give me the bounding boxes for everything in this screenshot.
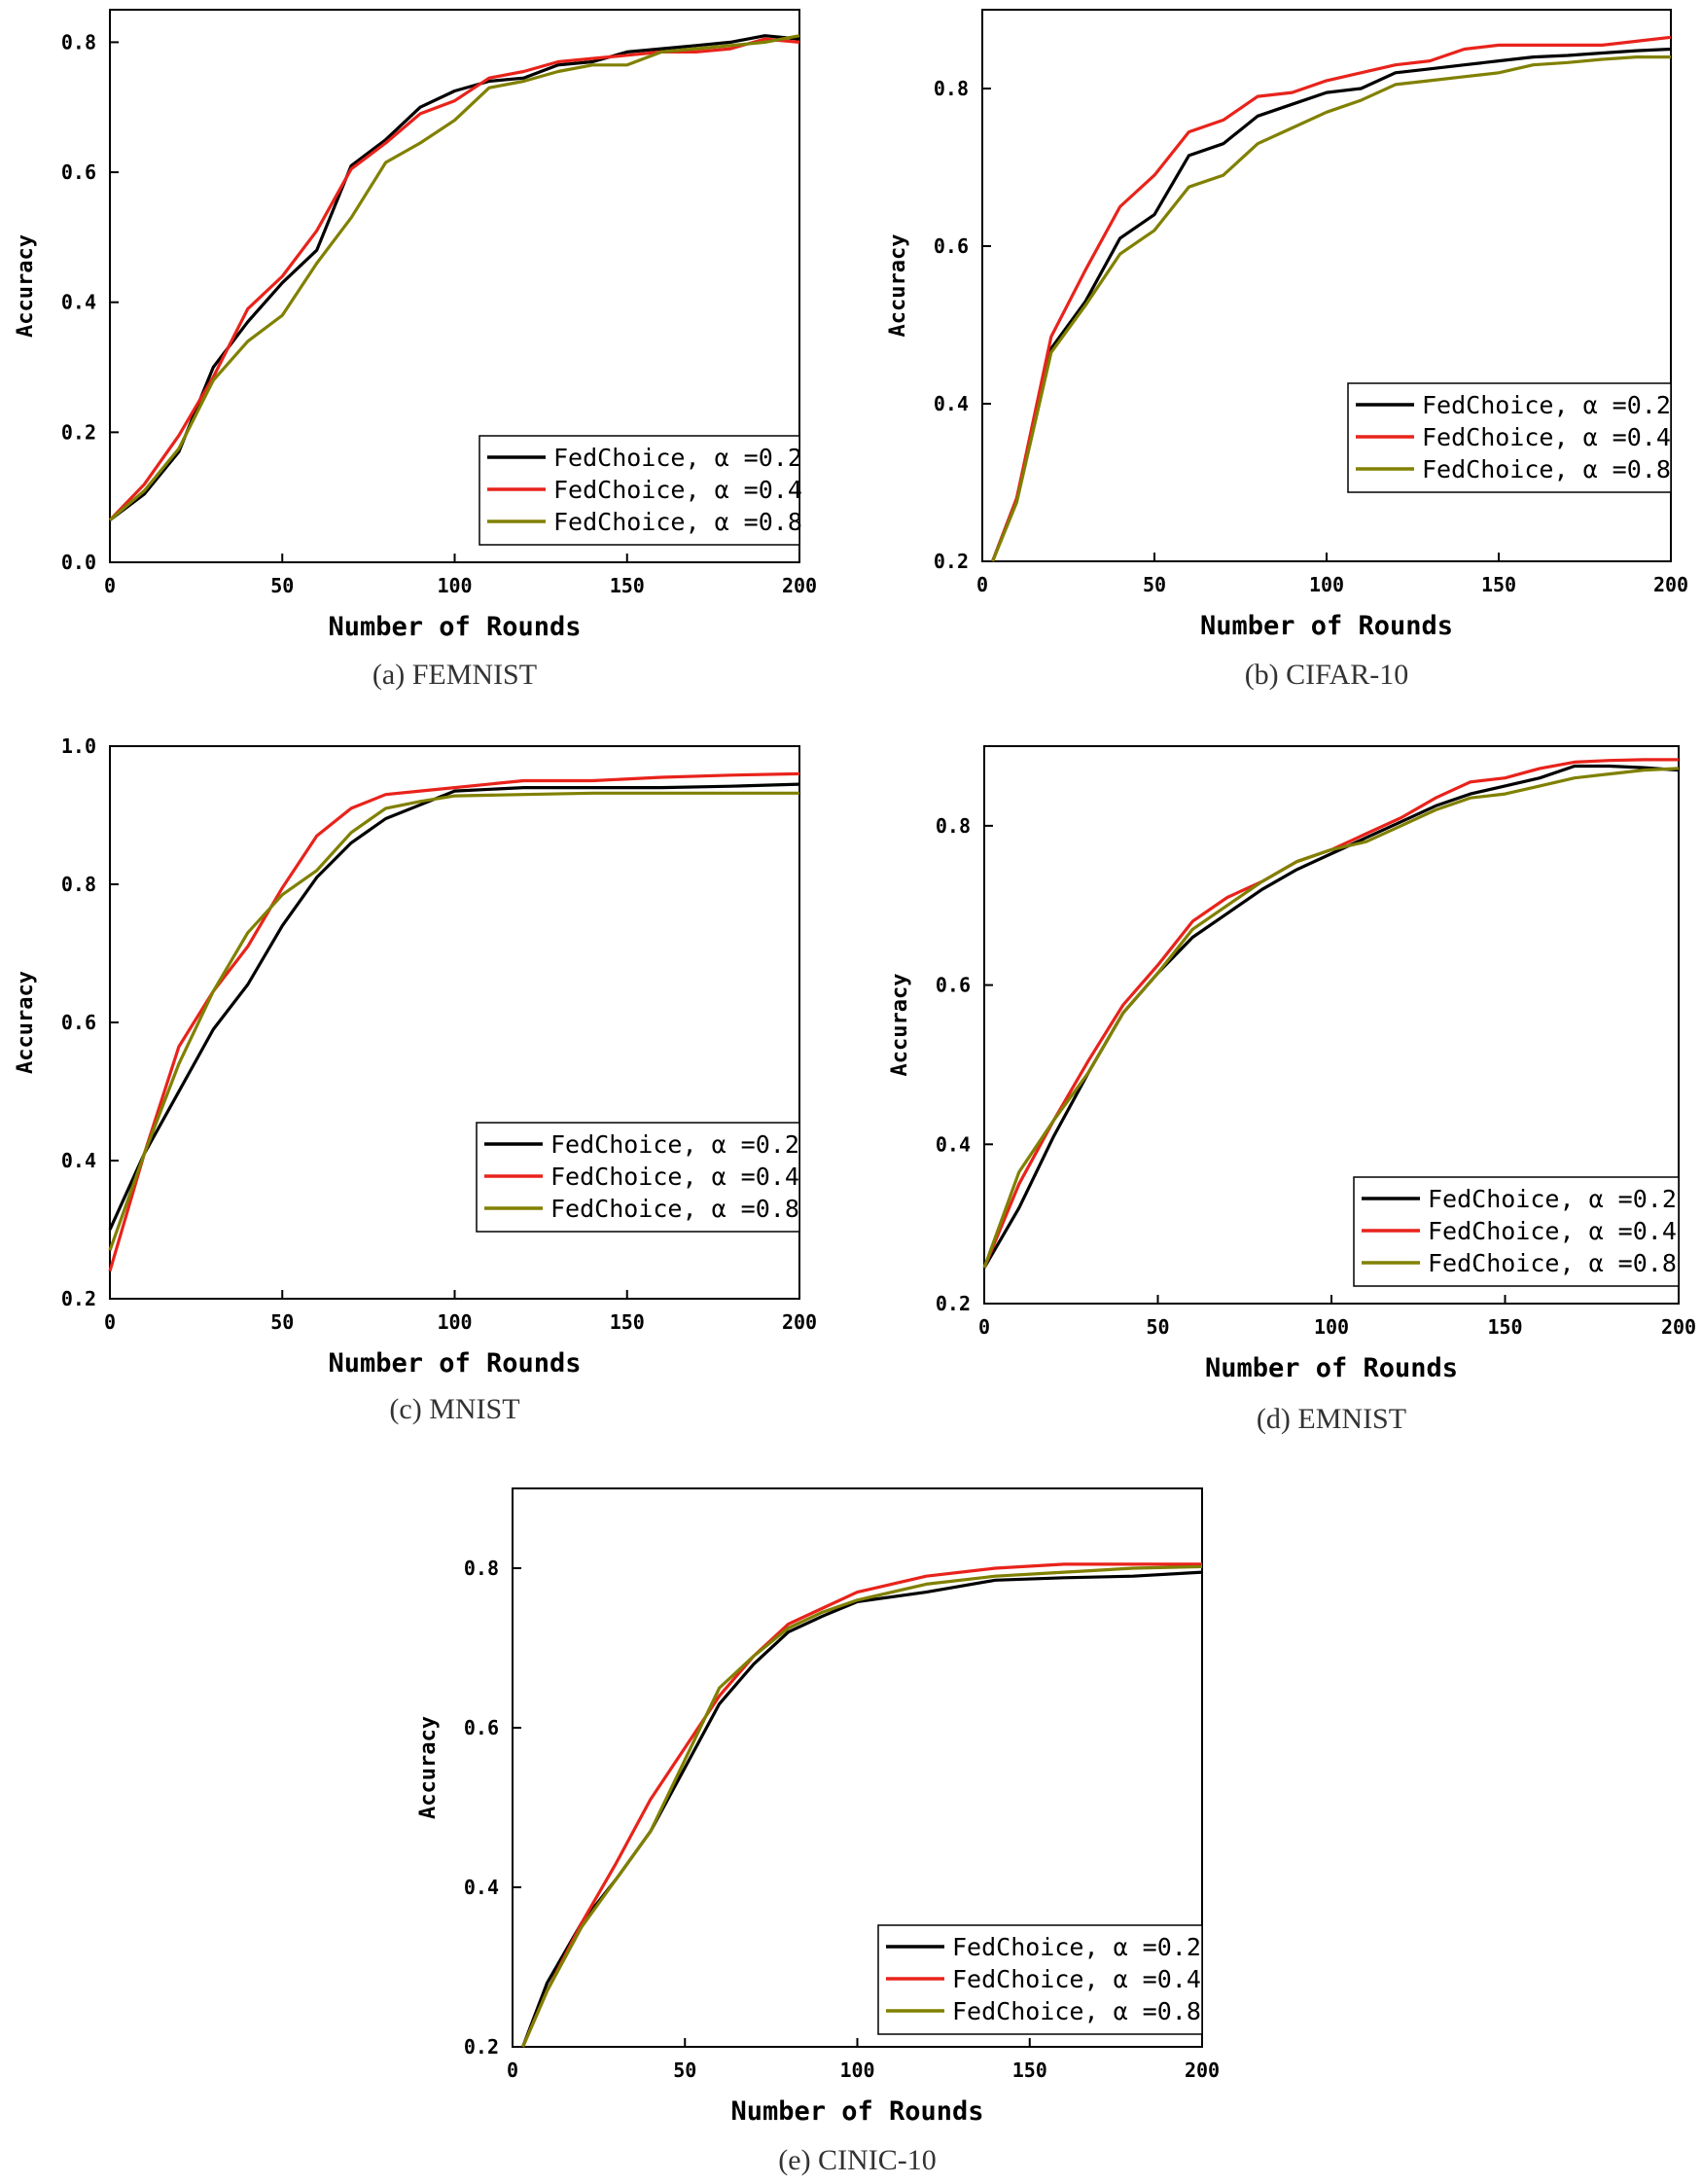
y-tick-label: 1.0 bbox=[61, 734, 96, 758]
legend-label-2: FedChoice, α =0.4 bbox=[553, 476, 802, 504]
x-axis-label: Number of Rounds bbox=[328, 612, 581, 642]
legend-label-3: FedChoice, α =0.8 bbox=[1428, 1249, 1677, 1277]
x-tick-label: 100 bbox=[839, 2059, 874, 2082]
y-tick-label: 0.8 bbox=[464, 1557, 499, 1580]
y-tick-label: 0.4 bbox=[61, 1149, 96, 1172]
y-tick-label: 0.8 bbox=[61, 873, 96, 896]
chart-caption: (c) MNIST bbox=[389, 1393, 519, 1425]
x-tick-label: 50 bbox=[270, 574, 294, 597]
x-tick-label: 50 bbox=[270, 1310, 294, 1334]
x-tick-label: 0 bbox=[104, 574, 116, 597]
legend-label-3: FedChoice, α =0.8 bbox=[1422, 455, 1671, 483]
x-tick-label: 100 bbox=[1314, 1315, 1349, 1339]
series-line-3 bbox=[108, 34, 800, 521]
x-axis-label: Number of Rounds bbox=[730, 2096, 983, 2127]
x-tick-label: 200 bbox=[1653, 573, 1688, 596]
x-tick-label: 150 bbox=[610, 1310, 645, 1334]
chart-caption: (b) CIFAR-10 bbox=[1245, 659, 1409, 691]
y-tick-label: 0.2 bbox=[934, 550, 969, 573]
y-tick-label: 0.6 bbox=[61, 161, 96, 184]
y-axis-label: Accuracy bbox=[416, 1716, 441, 1819]
x-tick-label: 150 bbox=[1012, 2059, 1047, 2082]
y-tick-label: 0.6 bbox=[61, 1011, 96, 1034]
series-line-2 bbox=[108, 771, 800, 1272]
legend-label-2: FedChoice, α =0.4 bbox=[1428, 1217, 1677, 1245]
series-line-1 bbox=[108, 782, 800, 1231]
y-tick-label: 0.6 bbox=[936, 974, 971, 997]
series-line-3 bbox=[982, 767, 1680, 1269]
x-tick-label: 0 bbox=[104, 1310, 116, 1334]
series-line-2 bbox=[991, 35, 1672, 562]
x-tick-label: 200 bbox=[782, 1310, 817, 1334]
x-tick-label: 150 bbox=[1481, 573, 1516, 596]
chart-caption: (e) CINIC-10 bbox=[778, 2144, 936, 2176]
y-tick-label: 0.0 bbox=[61, 551, 96, 574]
legend-label-3: FedChoice, α =0.8 bbox=[952, 1997, 1201, 2025]
legend-label-2: FedChoice, α =0.4 bbox=[550, 1163, 799, 1191]
chart-caption: (d) EMNIST bbox=[1257, 1403, 1406, 1435]
legend-label-1: FedChoice, α =0.2 bbox=[550, 1130, 799, 1159]
legend-label-1: FedChoice, α =0.2 bbox=[952, 1933, 1201, 1961]
chart-panel-1: 0 50 100 150 200 0.0 0.2 0.4 0.6 0.8 Number of Rou… bbox=[14, 9, 817, 691]
x-tick-label: 200 bbox=[782, 574, 817, 597]
chart-caption: (a) FEMNIST bbox=[372, 659, 537, 691]
y-tick-label: 0.2 bbox=[61, 420, 96, 444]
y-axis-label: Accuracy bbox=[14, 971, 38, 1074]
y-tick-label: 0.2 bbox=[61, 1287, 96, 1310]
x-tick-label: 100 bbox=[437, 1310, 472, 1334]
x-tick-label: 150 bbox=[1487, 1315, 1522, 1339]
series-line-3 bbox=[991, 54, 1671, 562]
x-tick-label: 0 bbox=[976, 573, 988, 596]
series-line-3 bbox=[521, 1564, 1203, 2048]
chart-panel-2: 0 50 100 150 200 0.2 0.4 0.6 0.8 Number of Rounds… bbox=[886, 9, 1688, 691]
x-tick-label: 150 bbox=[610, 574, 645, 597]
y-tick-label: 0.4 bbox=[934, 392, 969, 415]
chart-panel-3: 0 50 100 150 200 0.2 0.4 0.6 0.8 1.0 Number of Rou… bbox=[14, 734, 817, 1425]
x-tick-label: 0 bbox=[978, 1315, 990, 1339]
y-tick-label: 0.8 bbox=[934, 77, 969, 100]
series-line-2 bbox=[108, 37, 800, 521]
x-axis-label: Number of Rounds bbox=[328, 1348, 581, 1378]
chart-panel-5: 0 50 100 150 200 0.2 0.4 0.6 0.8 Number of Rounds… bbox=[416, 1487, 1220, 2176]
y-tick-label: 0.2 bbox=[936, 1292, 971, 1315]
y-tick-label: 0.6 bbox=[464, 1716, 499, 1739]
legend-label-3: FedChoice, α =0.8 bbox=[550, 1195, 799, 1223]
legend-label-2: FedChoice, α =0.4 bbox=[1422, 423, 1671, 451]
chart-panel-4: 0 50 100 150 200 0.2 0.4 0.6 0.8 Number of Rounds… bbox=[888, 745, 1696, 1435]
series-line-3 bbox=[108, 791, 799, 1251]
y-axis-label: Accuracy bbox=[886, 234, 910, 338]
legend-label-2: FedChoice, α =0.4 bbox=[952, 1965, 1201, 1993]
x-axis-label: Number of Rounds bbox=[1205, 1353, 1458, 1383]
y-tick-label: 0.4 bbox=[936, 1132, 971, 1156]
y-tick-label: 0.2 bbox=[464, 2035, 499, 2059]
y-tick-label: 0.4 bbox=[61, 291, 96, 314]
x-axis-label: Number of Rounds bbox=[1200, 611, 1453, 641]
x-tick-label: 100 bbox=[437, 574, 472, 597]
legend-label-1: FedChoice, α =0.2 bbox=[1428, 1185, 1677, 1213]
x-tick-label: 50 bbox=[673, 2059, 696, 2082]
y-tick-label: 0.6 bbox=[934, 234, 969, 258]
y-tick-label: 0.8 bbox=[61, 30, 96, 54]
series-line-1 bbox=[991, 47, 1672, 562]
x-tick-label: 200 bbox=[1661, 1315, 1696, 1339]
y-axis-label: Accuracy bbox=[14, 234, 38, 338]
x-tick-label: 200 bbox=[1185, 2059, 1220, 2082]
x-tick-label: 0 bbox=[507, 2059, 518, 2082]
x-tick-label: 50 bbox=[1146, 1315, 1169, 1339]
y-axis-label: Accuracy bbox=[888, 974, 912, 1077]
x-tick-label: 100 bbox=[1309, 573, 1344, 596]
y-tick-label: 0.8 bbox=[936, 814, 971, 838]
x-tick-label: 50 bbox=[1143, 573, 1166, 596]
legend-label-1: FedChoice, α =0.2 bbox=[1422, 391, 1671, 419]
legend-label-3: FedChoice, α =0.8 bbox=[553, 508, 802, 536]
y-tick-label: 0.4 bbox=[464, 1876, 499, 1899]
legend-label-1: FedChoice, α =0.2 bbox=[553, 444, 802, 472]
